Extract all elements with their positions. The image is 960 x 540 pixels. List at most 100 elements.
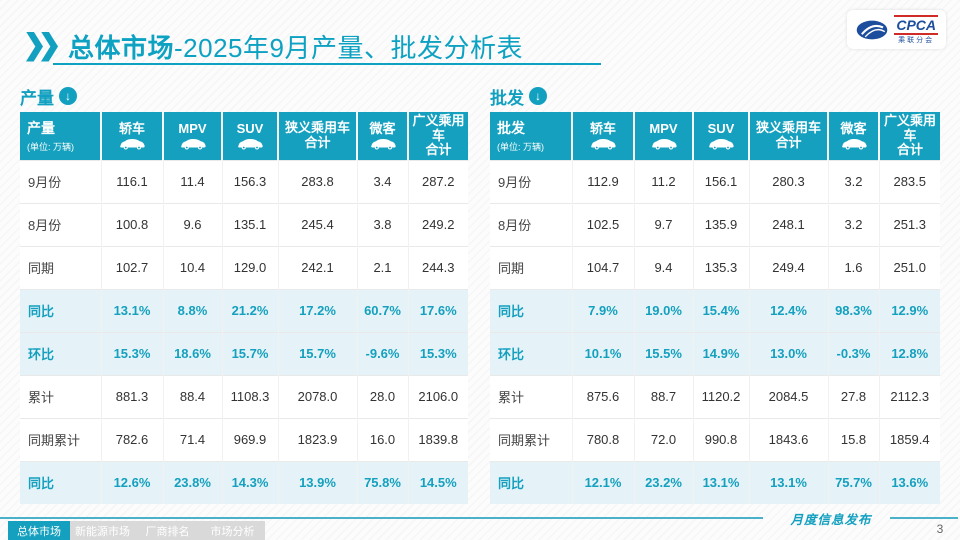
footer-nav-tabs: 总体市场 新能源市场 厂商排名 市场分析 [8,521,265,540]
row-label: 累计 [20,374,102,419]
cell-value: 12.6% [101,460,164,505]
suv-icon [224,138,276,150]
cell-value: 15.5% [634,331,694,376]
tab-overall-market[interactable]: 总体市场 [8,521,70,540]
cell-value: 135.3 [693,245,750,290]
cell-value: 88.7 [634,374,694,419]
row-label: 同期 [490,245,573,290]
page-title-highlight: 总体市场 [68,33,175,63]
cell-value: 1823.9 [278,417,358,462]
page-title: 总体市场-2025年9月产量、批发分析表 [68,28,523,65]
cell-value: 27.8 [828,374,880,419]
cell-value: 2.1 [357,245,409,290]
cell-value: 156.3 [222,159,279,204]
row-label: 同比 [490,460,573,505]
cell-value: 13.6% [879,460,940,505]
cpca-sub-text: 乘联分会 [898,37,935,44]
cell-value: 156.1 [693,159,750,204]
cell-value: 75.7% [828,460,880,505]
cell-value: 10.4 [163,245,223,290]
production-section-header: 产量 ↓ [20,84,468,108]
cell-value: 969.9 [222,417,279,462]
column-header: 微客 [356,112,408,161]
cell-value: 28.0 [357,374,409,419]
production-section: 产量 ↓ 产量 (单位: 万辆) 轿车 MPV SUV 狭义乘用车 合计 微客 广义乘用车… [20,84,468,505]
cell-value: 135.9 [693,202,750,247]
cell-value: 2084.5 [749,374,829,419]
corner-title: 产量 [27,120,55,137]
chevron-icon [41,31,58,62]
cell-value: 98.3% [828,288,880,333]
row-label: 同期累计 [490,417,573,462]
production-section-label: 产量 [20,88,54,108]
cell-value: 14.9% [693,331,750,376]
cell-value: 13.1% [101,288,164,333]
cell-value: 72.0 [634,417,694,462]
table-row: 环比 10.1% 15.5% 14.9% 13.0% -0.3% 12.8% [490,331,940,376]
tab-market-analysis[interactable]: 市场分析 [200,521,265,540]
cell-value: 3.2 [828,202,880,247]
column-label: 微客 [840,121,867,137]
cell-value: 1.6 [828,245,880,290]
cell-value: 71.4 [163,417,223,462]
cell-value: 15.4% [693,288,750,333]
table-row: 9月份 112.9 11.2 156.1 280.3 3.2 283.5 [490,159,940,204]
cell-value: 1843.6 [749,417,829,462]
cell-value: 14.3% [222,460,279,505]
tab-manufacturer-ranking[interactable]: 厂商排名 [135,521,200,540]
cell-value: 9.4 [634,245,694,290]
column-label: 狭义乘用车 合计 [755,120,821,150]
footer-caption: 月度信息发布 [790,512,872,527]
cell-value: 15.3% [408,331,468,376]
column-label: 轿车 [118,121,145,137]
cell-value: 11.2 [634,159,694,204]
mpv-icon [636,138,691,150]
column-header: 狭义乘用车 合计 [748,112,828,161]
down-arrow-circle-icon: ↓ [59,87,77,105]
column-label: 广义乘用车 合计 [412,113,465,158]
cell-value: 1120.2 [693,374,750,419]
cell-value: 11.4 [163,159,223,204]
wholesale-section-header: 批发 ↓ [490,84,940,108]
wholesale-section-label: 批发 [490,88,524,108]
cell-value: 2078.0 [278,374,358,419]
corner-unit: (单位: 万辆) [497,142,544,153]
title-underline [53,63,601,65]
tab-nev-market[interactable]: 新能源市场 [70,521,135,540]
table-row: 累计 881.3 88.4 1108.3 2078.0 28.0 2106.0 [20,374,468,419]
table-row: 同期累计 780.8 72.0 990.8 1843.6 15.8 1859.4 [490,417,940,462]
cpca-logo: CPCA 乘联分会 [847,10,946,49]
cell-value: 17.2% [278,288,358,333]
suv-icon [695,138,747,150]
table-row: 同比 12.1% 23.2% 13.1% 13.1% 75.7% 13.6% [490,460,940,505]
column-label: 轿车 [589,121,616,137]
sedan-icon [103,138,161,150]
column-header: 轿车 [571,112,634,161]
table-row: 同比 12.6% 23.8% 14.3% 13.9% 75.8% 14.5% [20,460,468,505]
cell-value: 2112.3 [879,374,940,419]
cell-value: 60.7% [357,288,409,333]
row-label: 同期累计 [20,417,102,462]
cell-value: 13.9% [278,460,358,505]
footer-line [0,517,763,519]
cell-value: 102.7 [101,245,164,290]
cell-value: 12.1% [572,460,635,505]
column-label: SUV [707,121,735,137]
cell-value: 17.6% [408,288,468,333]
row-label: 环比 [20,331,102,376]
cell-value: 249.2 [408,202,468,247]
column-header: MPV [162,112,222,161]
column-label: SUV [236,121,264,137]
cell-value: 13.1% [749,460,829,505]
table-row: 累计 875.6 88.7 1120.2 2084.5 27.8 2112.3 [490,374,940,419]
cell-value: 100.8 [101,202,164,247]
cell-value: 1859.4 [879,417,940,462]
column-label: 狭义乘用车 合计 [284,120,350,150]
cell-value: 251.0 [879,245,940,290]
cell-value: 15.8 [828,417,880,462]
cell-value: 780.8 [572,417,635,462]
cell-value: 8.8% [163,288,223,333]
row-label: 同比 [20,288,102,333]
wholesale-section: 批发 ↓ 批发 (单位: 万辆) 轿车 MPV SUV 狭义乘用车 合计 微客 广义乘用车… [490,84,940,505]
cell-value: 2106.0 [408,374,468,419]
